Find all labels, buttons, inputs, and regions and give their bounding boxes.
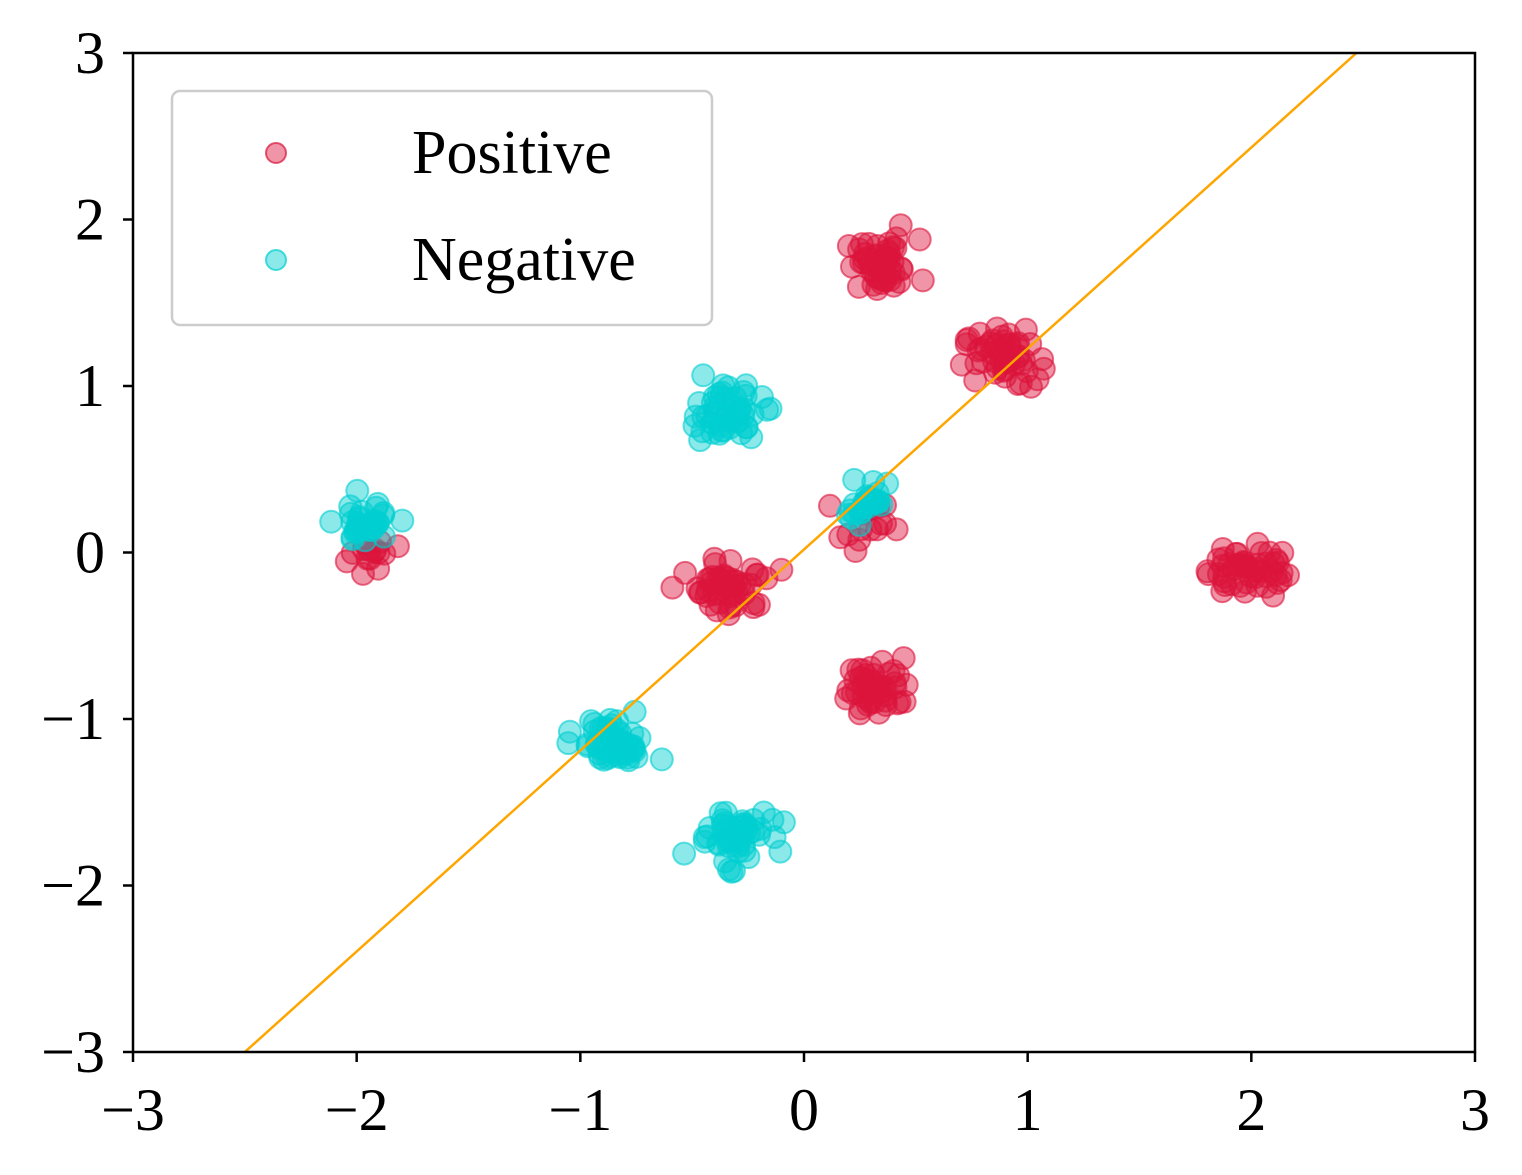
point-positive-c1-46: [986, 338, 1011, 363]
point-positive-c4-45: [1210, 537, 1235, 561]
point-positive-c3-48: [862, 671, 887, 696]
point-negative-c4-24: [865, 481, 890, 506]
point-negative-c2-9: [672, 841, 697, 866]
point-negative-c2-1: [768, 839, 793, 864]
point-positive-c3-40: [848, 696, 873, 721]
point-positive-c0-14: [888, 213, 913, 238]
point-positive-c4-41: [1261, 551, 1286, 576]
point-negative-c1-15: [649, 747, 674, 772]
point-negative-c2-45: [733, 813, 758, 838]
point-positive-c4-35: [1245, 573, 1270, 598]
y-tick-label: 3: [75, 20, 105, 86]
point-positive-c5-13: [358, 546, 383, 571]
point-positive-c2-48: [716, 602, 741, 627]
y-tick-label: −2: [41, 853, 105, 919]
legend-box: [170, 89, 714, 327]
point-negative-c1-45: [591, 747, 616, 772]
point-positive-c1-49: [1014, 359, 1039, 384]
point-positive-c6-14: [884, 517, 909, 542]
point-negative-c0-37: [755, 397, 780, 422]
legend-label-negative: Negative: [412, 226, 636, 294]
x-tick-label: 1: [1013, 1077, 1043, 1143]
decision-line-0: [243, 53, 1358, 1052]
point-positive-c1-40: [966, 338, 991, 363]
point-positive-c3-49: [848, 665, 873, 690]
point-negative-c2-48: [714, 800, 738, 825]
point-positive-c0-49: [871, 267, 896, 292]
legend-label-positive: Positive: [412, 119, 612, 187]
point-positive-c0-48: [849, 250, 874, 275]
point-positive-c1-44: [990, 324, 1015, 349]
x-tick-label: 2: [1236, 1077, 1266, 1143]
point-negative-c0-49: [725, 400, 750, 425]
x-axis: −3 −2 −1 0 1 2 3: [101, 1052, 1490, 1143]
point-negative-c3-25: [390, 508, 415, 533]
y-tick-label: −3: [41, 1019, 105, 1085]
point-negative-c3-34: [351, 516, 376, 541]
point-negative-c1-49: [624, 744, 649, 769]
point-negative-c4-5: [842, 467, 867, 492]
point-negative-c0-48: [700, 411, 725, 436]
point-positive-c5-9: [351, 561, 375, 586]
point-negative-c0-42: [700, 420, 725, 445]
point-positive-c0-45: [877, 241, 901, 266]
point-negative-c1-47: [582, 711, 607, 736]
point-negative-c0-46: [725, 409, 750, 434]
x-tick-label: −1: [548, 1077, 612, 1143]
point-positive-c1-41: [1006, 372, 1030, 396]
point-negative-c2-35: [771, 810, 796, 835]
point-negative-c1-41: [556, 731, 581, 756]
x-tick-label: 0: [789, 1077, 819, 1143]
point-negative-c2-24: [721, 858, 746, 883]
point-negative-c0-25: [688, 428, 713, 453]
point-negative-c2-49: [751, 800, 776, 825]
point-positive-c2-45: [695, 567, 720, 592]
point-positive-c6-7: [828, 525, 853, 550]
point-positive-c1-47: [1004, 332, 1029, 357]
point-positive-c4-49: [1225, 541, 1250, 566]
points-layer: [319, 213, 1300, 884]
point-positive-c0-44: [907, 227, 932, 252]
y-tick-label: −1: [41, 686, 105, 752]
x-tick-label: 3: [1460, 1077, 1490, 1143]
point-negative-c4-22: [838, 498, 862, 523]
point-positive-c4-47: [1210, 579, 1235, 604]
point-positive-c4-44: [1196, 562, 1221, 587]
y-axis: −3 −2 −1 0 1 2 3: [41, 20, 133, 1085]
point-negative-c3-13: [345, 478, 370, 503]
point-negative-c2-39: [692, 829, 717, 854]
point-positive-c2-49: [715, 566, 740, 591]
x-tick-label: −3: [101, 1077, 165, 1143]
legend: Positive Negative: [170, 89, 714, 327]
lines-layer: [243, 53, 1358, 1052]
legend-marker-negative: [265, 249, 287, 271]
point-positive-c1-48: [993, 350, 1018, 375]
point-positive-c4-48: [1253, 564, 1278, 589]
point-negative-c0-43: [710, 380, 735, 405]
y-tick-label: 0: [75, 520, 105, 586]
point-positive-c5-14: [372, 541, 397, 566]
point-positive-c0-18: [910, 268, 935, 293]
point-negative-c1-43: [575, 734, 600, 759]
point-positive-c5-10: [334, 549, 359, 574]
point-positive-c2-41: [738, 572, 763, 597]
point-positive-c2-46: [687, 580, 712, 605]
point-negative-c1-46: [605, 709, 630, 734]
point-negative-c3-30: [371, 503, 395, 528]
y-tick-label: 1: [75, 353, 105, 419]
point-positive-c3-46: [873, 693, 898, 717]
y-tick-label: 2: [75, 187, 105, 253]
x-tick-label: −2: [325, 1077, 389, 1143]
legend-marker-positive: [265, 142, 287, 164]
point-negative-c0-47: [691, 363, 716, 388]
point-positive-c2-37: [660, 575, 685, 600]
point-positive-c2-47: [746, 592, 771, 617]
point-positive-c1-42: [949, 352, 974, 377]
